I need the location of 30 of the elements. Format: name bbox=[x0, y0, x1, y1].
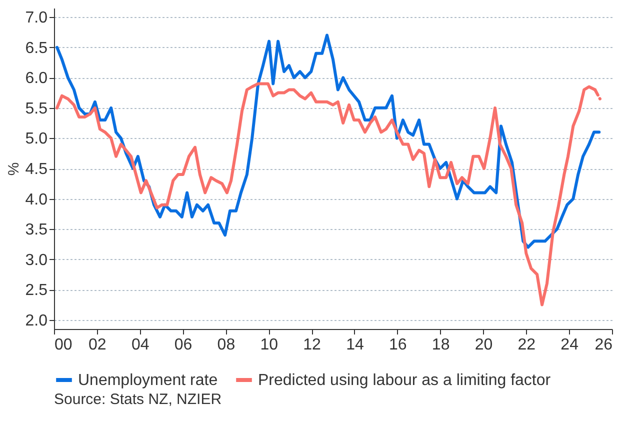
x-tick-label: 20 bbox=[474, 336, 493, 354]
y-axis-title: % bbox=[5, 162, 22, 176]
x-tick-label: 22 bbox=[518, 336, 536, 354]
y-tick-label: 4.0 bbox=[25, 191, 48, 208]
x-tick-label: 12 bbox=[303, 336, 322, 354]
x-tick-label: 14 bbox=[346, 336, 364, 354]
x-tick-label: 26 bbox=[594, 336, 613, 354]
legend-label: Predicted using labour as a limiting factor bbox=[258, 372, 552, 389]
y-tick-label: 6.0 bbox=[25, 70, 48, 88]
x-tick-label: 24 bbox=[560, 336, 579, 354]
x-tick-label: 04 bbox=[131, 336, 150, 354]
x-tick-label: 18 bbox=[432, 336, 450, 354]
y-tick-label: 2.0 bbox=[25, 312, 48, 330]
legend-label: Unemployment rate bbox=[78, 372, 218, 389]
y-tick-label: 3.0 bbox=[25, 252, 48, 269]
y-tick-label: 5.5 bbox=[25, 100, 48, 118]
x-tick-label: 16 bbox=[388, 336, 407, 354]
y-tick-label: 4.5 bbox=[25, 161, 48, 178]
x-tick-label: 10 bbox=[260, 336, 278, 354]
line-series bbox=[56, 34, 601, 249]
y-tick-label: 5.0 bbox=[25, 130, 48, 148]
y-tick-label: 3.5 bbox=[25, 222, 48, 239]
y-tick-label: 7.0 bbox=[25, 10, 48, 27]
y-tick-label: 6.5 bbox=[25, 40, 48, 57]
x-tick-label: 08 bbox=[217, 336, 236, 354]
x-tick-label: 06 bbox=[174, 336, 192, 354]
y-tick-label: 2.5 bbox=[25, 282, 48, 300]
source-note: Source: Stats NZ, NZIER bbox=[54, 391, 222, 408]
x-tick-label: 02 bbox=[88, 336, 106, 354]
x-tick-label: 00 bbox=[54, 336, 72, 354]
